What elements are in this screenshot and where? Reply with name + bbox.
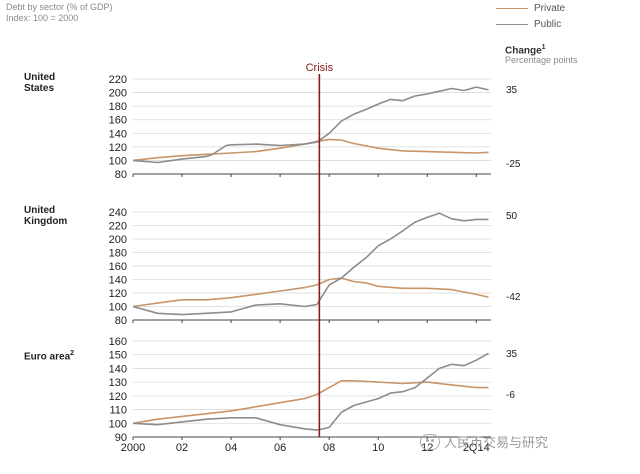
y-tick-label-uk: 200 (109, 234, 127, 246)
legend-label-private: Private (534, 3, 566, 14)
change-title-text: Change (505, 45, 542, 57)
change-value-uk-private: -42 (506, 292, 521, 303)
y-tick-label-euro: 90 (115, 432, 127, 444)
x-tick-label: 10 (372, 442, 384, 454)
y-tick-label-us: 120 (109, 142, 127, 154)
change-value-euro-private: -6 (506, 390, 515, 401)
series-line-uk-public (132, 212, 489, 316)
y-tick-label-euro: 110 (109, 405, 127, 417)
legend-swatch-private (496, 8, 528, 9)
region-label-euro-footnote: 2 (70, 350, 75, 357)
legend-swatch-public (496, 24, 528, 25)
change-value-us-private: -25 (506, 159, 521, 170)
y-tick-label-uk: 160 (109, 261, 127, 273)
change-column-title: Change1 (505, 44, 546, 56)
y-tick-label-us: 160 (109, 115, 127, 127)
y-tick-label-uk: 100 (109, 302, 127, 314)
x-tick-label: 02 (176, 442, 188, 454)
y-tick-label-euro: 140 (109, 363, 127, 375)
x-tick-label: 2000 (121, 442, 145, 454)
change-value-uk-public: 50 (506, 211, 518, 222)
y-tick-label-euro: 130 (109, 377, 127, 389)
legend-item-public: Public (496, 19, 561, 30)
y-tick-label-us: 200 (109, 88, 127, 100)
y-tick-label-uk: 140 (109, 275, 127, 287)
change-value-euro-public: 35 (506, 349, 518, 360)
y-tick-label-euro: 100 (109, 418, 127, 430)
y-tick-label-us: 100 (109, 155, 127, 167)
y-tick-label-uk: 80 (115, 315, 127, 327)
chart-title: Debt by sector (% of GDP) (6, 2, 113, 12)
y-tick-label-us: 220 (109, 74, 127, 86)
series-line-us-public (132, 86, 489, 164)
y-tick-label-euro: 160 (109, 336, 127, 348)
region-label-euro-text: Euro area (24, 351, 71, 363)
region-label-uk: United Kingdom (24, 205, 68, 227)
series-line-uk-private (132, 277, 489, 308)
y-tick-label-euro: 120 (109, 391, 127, 403)
x-tick-label: 2Q14 (463, 442, 490, 454)
x-tick-label: 06 (274, 442, 286, 454)
change-value-us-public: 35 (506, 85, 518, 96)
watermark: 人民币交易与研究 (420, 432, 548, 451)
legend-label-public: Public (534, 19, 562, 30)
y-tick-label-us: 180 (109, 101, 127, 113)
watermark-text: 人民币交易与研究 (444, 435, 549, 450)
legend-item-private: Private (496, 3, 565, 14)
series-line-euro-public (132, 352, 489, 431)
region-label-us: United States (24, 72, 56, 94)
x-tick-label: 08 (323, 442, 335, 454)
y-tick-label-uk: 120 (109, 288, 127, 300)
y-tick-label-uk: 180 (109, 248, 127, 260)
crisis-label: Crisis (306, 62, 334, 74)
index-note: Index: 100 = 2000 (6, 13, 79, 23)
change-title-footnote: 1 (541, 44, 546, 51)
wechat-icon (420, 433, 440, 450)
y-tick-label-us: 80 (115, 169, 127, 181)
y-tick-label-uk: 240 (109, 207, 127, 219)
region-label-euro: Euro area2 (24, 337, 74, 362)
series-line-euro-private (132, 380, 489, 425)
y-tick-label-us: 140 (109, 128, 127, 140)
y-tick-label-euro: 150 (109, 350, 127, 362)
series-line-us-private (132, 138, 489, 162)
change-column-unit: Percentage points (505, 55, 578, 65)
y-tick-label-uk: 220 (109, 221, 127, 233)
x-tick-label: 04 (225, 442, 237, 454)
